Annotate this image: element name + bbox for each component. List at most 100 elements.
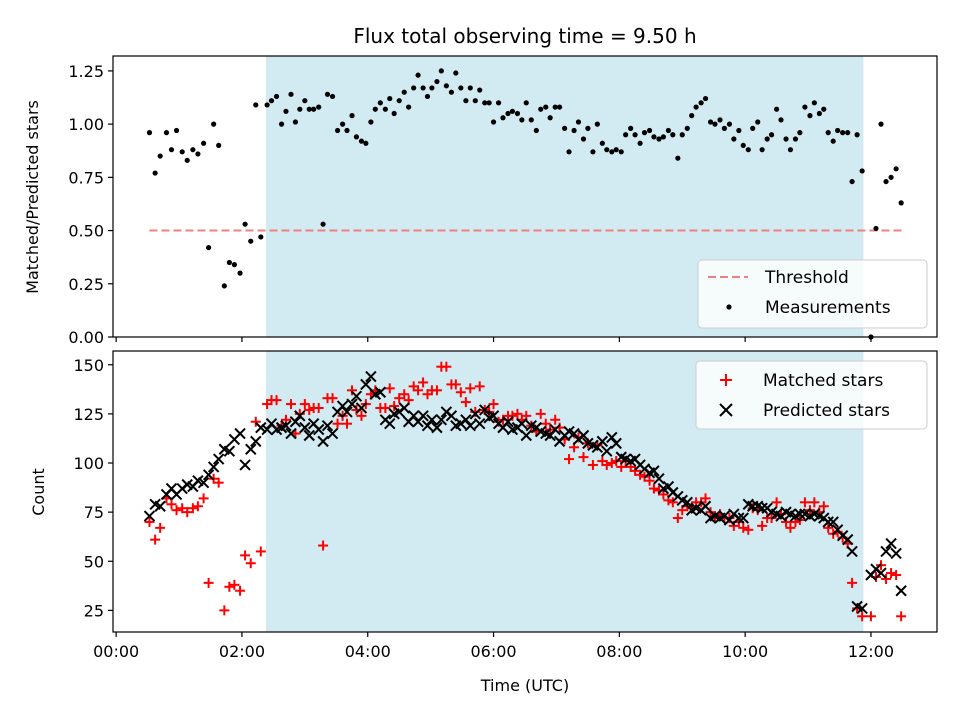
measurement-point — [324, 91, 331, 97]
measurement-point — [845, 130, 851, 136]
matched-star-point — [341, 418, 352, 429]
predicted-star-point — [846, 545, 858, 558]
measurement-point — [226, 259, 232, 266]
matched-star-point — [171, 505, 182, 516]
measurement-point — [248, 238, 254, 244]
matched-star-point — [240, 550, 251, 561]
measurement-point — [764, 136, 770, 142]
predicted-star-point — [885, 537, 897, 550]
measurement-point — [500, 115, 506, 121]
matched-star-point — [743, 524, 754, 535]
predicted-star-point — [502, 416, 514, 428]
matched-star-point — [394, 393, 405, 404]
measurement-point — [632, 132, 638, 138]
matched-star-point — [347, 385, 358, 396]
matched-star-point — [192, 501, 203, 512]
bottom-axes-frame — [112, 350, 938, 633]
predicted-star-point — [245, 443, 257, 455]
measurement-point — [698, 100, 704, 106]
matched-star-point — [799, 497, 810, 508]
matched-star-point — [356, 410, 367, 421]
measurement-point — [443, 83, 449, 89]
predicted-star-point — [374, 386, 387, 398]
measurement-point — [623, 132, 629, 138]
measurement-point — [344, 127, 350, 134]
measurement-point — [334, 127, 341, 134]
matched-star-point — [389, 401, 400, 412]
measurement-point — [854, 132, 860, 138]
y-tick-label: 100 — [73, 454, 104, 473]
matched-star-point — [182, 507, 193, 518]
measurement-point — [486, 100, 492, 106]
y-tick-label: 0.25 — [68, 275, 104, 294]
matched-star-point — [606, 458, 617, 469]
measurement-point — [740, 142, 746, 149]
measurement-point — [268, 98, 275, 104]
predicted-star-point — [841, 533, 854, 546]
y-tick-label: 1.00 — [68, 115, 104, 134]
measurement-point — [448, 89, 455, 95]
predicted-star-point — [346, 398, 358, 410]
matched-star-point — [213, 477, 224, 488]
top-legend-threshold-label: Threshold — [764, 268, 849, 288]
measurement-point — [157, 153, 163, 159]
measurement-point — [693, 104, 699, 110]
measurement-point — [802, 104, 808, 110]
measurement-point — [736, 127, 742, 134]
predicted-star-point — [350, 390, 363, 402]
predicted-stars-series — [143, 370, 907, 615]
measurement-point — [242, 221, 248, 227]
measurement-point — [401, 89, 407, 95]
predicted-star-point — [610, 437, 622, 450]
top-panel: 0.00 0.25 0.50 0.75 1.00 1.25 Matched/Predict… — [23, 55, 938, 347]
measurement-point — [253, 102, 259, 108]
matched-star-point — [299, 399, 310, 410]
measurement-point — [575, 119, 582, 125]
predicted-star-point — [520, 429, 532, 442]
bottom-legend-predicted-label: Predicted stars — [763, 401, 890, 421]
measurement-point — [424, 93, 431, 100]
measurement-point — [840, 130, 846, 136]
predicted-star-point — [577, 429, 590, 442]
measurement-point — [264, 102, 270, 108]
top-legend-box — [697, 259, 928, 329]
measurement-point — [146, 130, 153, 136]
predicted-star-point — [460, 414, 472, 426]
matched-star-point — [865, 611, 876, 622]
measurement-point — [873, 225, 879, 232]
matched-star-point — [700, 493, 711, 504]
measurement-point — [585, 125, 591, 131]
matched-star-point — [318, 540, 329, 551]
measurement-point — [438, 68, 444, 74]
measurement-point — [434, 78, 440, 85]
measurement-point — [458, 85, 464, 91]
measurement-point — [514, 110, 521, 117]
measurement-point — [580, 136, 587, 142]
measurement-point — [533, 127, 539, 134]
measurement-point — [637, 140, 643, 146]
measurement-point — [590, 149, 596, 155]
y-tick-label: 1.25 — [68, 62, 104, 81]
measurement-point — [463, 98, 469, 104]
measurement-point — [825, 130, 831, 136]
measurement-point — [377, 100, 383, 106]
bottom-y-axis-label: Count — [29, 468, 48, 516]
x-tick-label: 10:00 — [722, 642, 768, 661]
matched-star-point — [809, 497, 820, 508]
predicted-star-point — [285, 427, 297, 440]
matched-star-point — [224, 581, 235, 592]
matched-star-point — [648, 483, 659, 494]
matched-star-point — [460, 397, 471, 408]
matched-star-point — [250, 416, 261, 427]
predicted-star-point — [365, 370, 377, 383]
matched-star-point — [507, 410, 518, 421]
predicted-star-point — [596, 435, 609, 448]
measurement-point — [195, 151, 201, 157]
measurement-point — [453, 70, 459, 76]
measurement-point — [726, 121, 733, 127]
measurement-point — [152, 170, 158, 176]
matched-star-point — [418, 377, 429, 388]
predicted-star-point — [407, 410, 420, 422]
measurement-point — [411, 85, 417, 91]
measurement-point — [830, 138, 836, 144]
